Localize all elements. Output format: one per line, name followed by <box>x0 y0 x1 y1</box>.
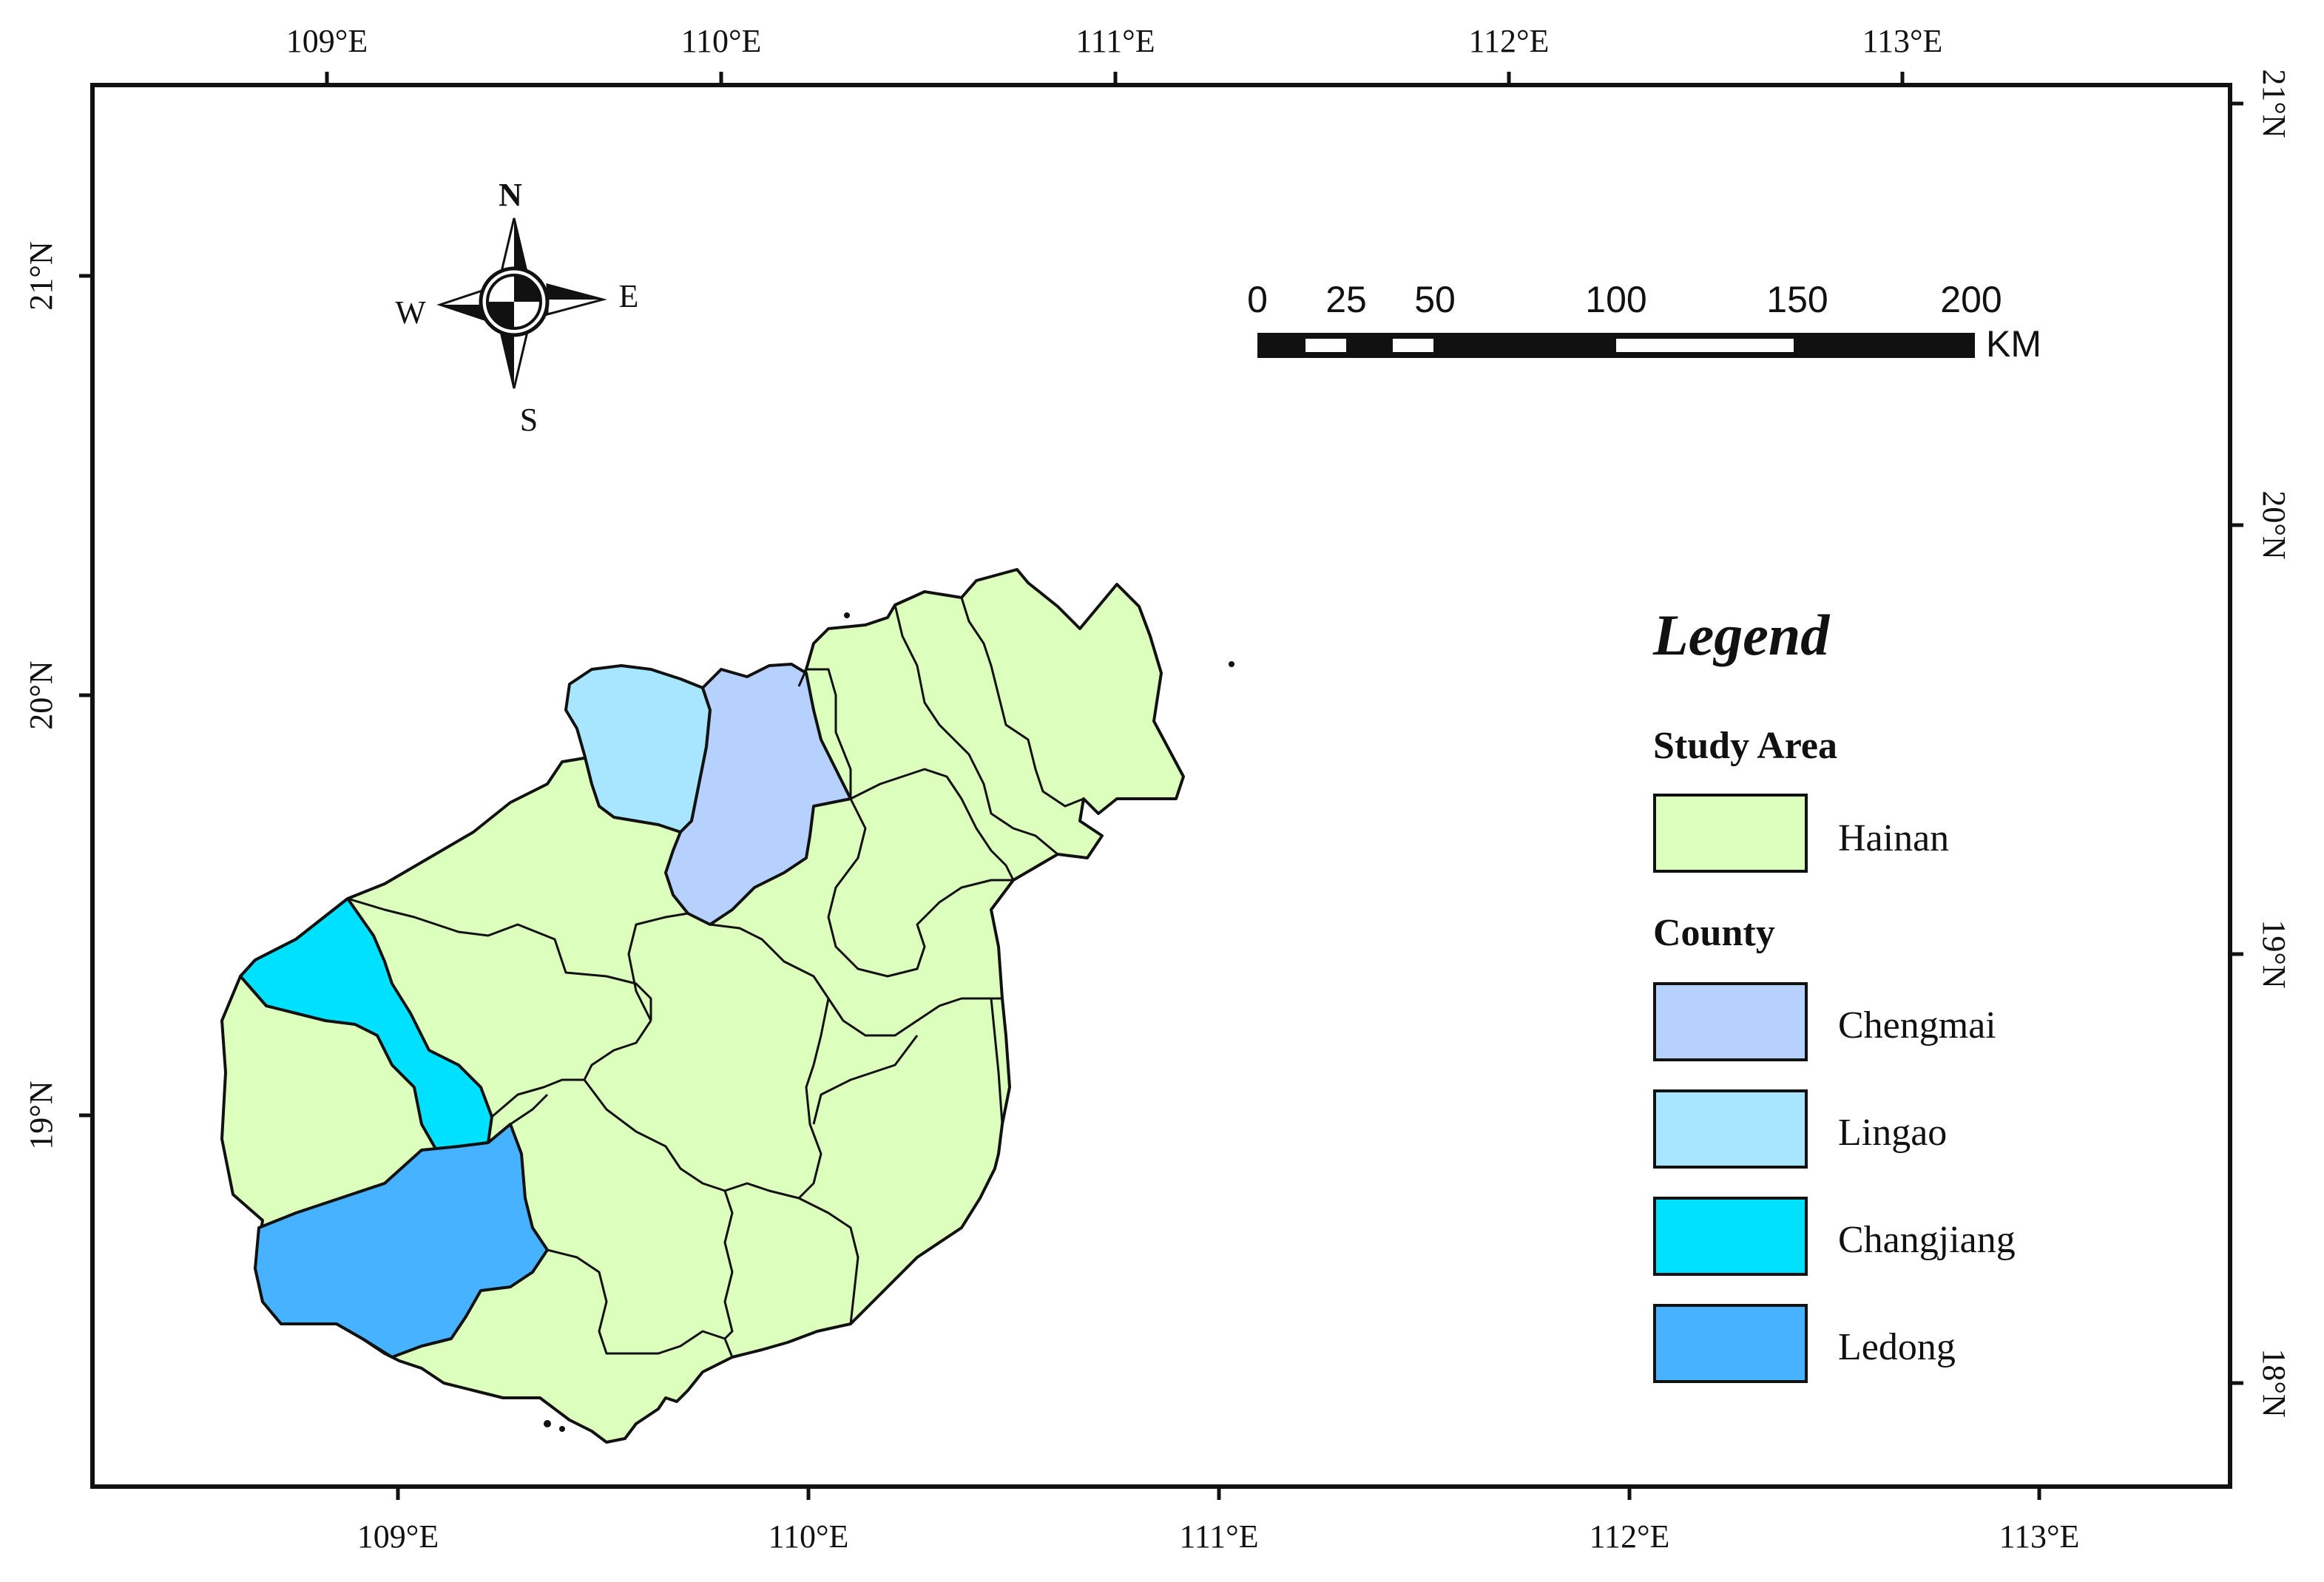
legend-title: Legend <box>1652 603 1830 667</box>
bottom-lon-label: 112°E <box>1590 1518 1670 1555</box>
right-latitude-ticks <box>2230 101 2243 1385</box>
legend-study-area-heading: Study Area <box>1653 725 1837 767</box>
bottom-longitude-labels: 109°E 110°E 111°E 112°E 113°E <box>357 1518 2080 1555</box>
hainan-map <box>220 568 1234 1444</box>
left-latitude-ticks <box>79 274 92 1118</box>
bottom-lon-label: 111°E <box>1179 1518 1258 1555</box>
map-frame <box>90 83 2232 1489</box>
compass-e-label: E <box>619 278 639 314</box>
right-lat-label: 20°N <box>2256 490 2292 559</box>
left-lat-label: 21°N <box>23 241 59 310</box>
legend-swatch-ledong <box>1653 1304 1808 1383</box>
compass-w-label: W <box>395 294 426 331</box>
top-lon-label: 109°E <box>286 23 368 59</box>
scale-label: 150 <box>1766 279 1828 320</box>
bottom-lon-label: 110°E <box>769 1518 849 1555</box>
scale-bar-segment <box>1616 339 1794 352</box>
compass-rose-icon: N S W E <box>395 177 638 438</box>
legend-label-ledong: Ledong <box>1838 1326 1956 1368</box>
right-lat-label: 19°N <box>2256 919 2292 988</box>
compass-s-label: S <box>520 402 538 438</box>
legend: Legend Study Area Hainan County Chengmai… <box>1652 603 2016 1383</box>
scale-label: 25 <box>1325 279 1367 320</box>
county-chengmai <box>664 663 852 926</box>
county-ledong <box>254 1123 549 1359</box>
legend-swatch-lingao <box>1653 1089 1808 1169</box>
top-lon-label: 112°E <box>1469 23 1550 59</box>
scale-bar-segment <box>1305 339 1346 352</box>
top-lon-label: 113°E <box>1862 23 1943 59</box>
right-lat-label: 21°N <box>2256 69 2292 138</box>
legend-label-changjiang: Changjiang <box>1838 1219 2016 1261</box>
scale-label: 100 <box>1585 279 1646 320</box>
scale-bar-segment <box>1393 339 1433 352</box>
legend-swatch-changjiang <box>1653 1197 1808 1276</box>
legend-label-lingao: Lingao <box>1838 1112 1947 1154</box>
offshore-islands <box>544 612 1234 1432</box>
scale-label: 0 <box>1247 279 1268 320</box>
bottom-longitude-ticks <box>396 1487 2041 1500</box>
legend-label-hainan: Hainan <box>1838 817 1949 859</box>
left-latitude-labels: 21°N 20°N 19°N <box>23 241 59 1149</box>
legend-county-heading: County <box>1653 912 1775 954</box>
right-latitude-labels: 21°N 20°N 19°N 18°N <box>2256 69 2292 1417</box>
bottom-lon-label: 113°E <box>1999 1518 2080 1555</box>
scale-label: 200 <box>1940 279 2002 320</box>
left-lat-label: 19°N <box>23 1081 59 1149</box>
scale-bar: 0 25 50 100 150 200 KM <box>1247 279 2041 365</box>
legend-label-chengmai: Chengmai <box>1838 1004 1996 1047</box>
top-longitude-ticks <box>325 72 1905 85</box>
scale-unit: KM <box>1986 323 2041 365</box>
top-lon-label: 110°E <box>681 23 762 59</box>
left-lat-label: 20°N <box>23 660 59 729</box>
legend-swatch-chengmai <box>1653 982 1808 1061</box>
bottom-lon-label: 109°E <box>357 1518 439 1555</box>
compass-n-label: N <box>499 177 522 213</box>
legend-swatch-hainan <box>1653 794 1808 873</box>
county-boundaries <box>347 597 1084 1358</box>
top-longitude-labels: 109°E 110°E 111°E 112°E 113°E <box>286 23 1943 59</box>
scale-label: 50 <box>1414 279 1456 320</box>
right-lat-label: 18°N <box>2256 1348 2292 1417</box>
top-lon-label: 111°E <box>1075 23 1155 59</box>
county-changjiang <box>239 897 493 1152</box>
